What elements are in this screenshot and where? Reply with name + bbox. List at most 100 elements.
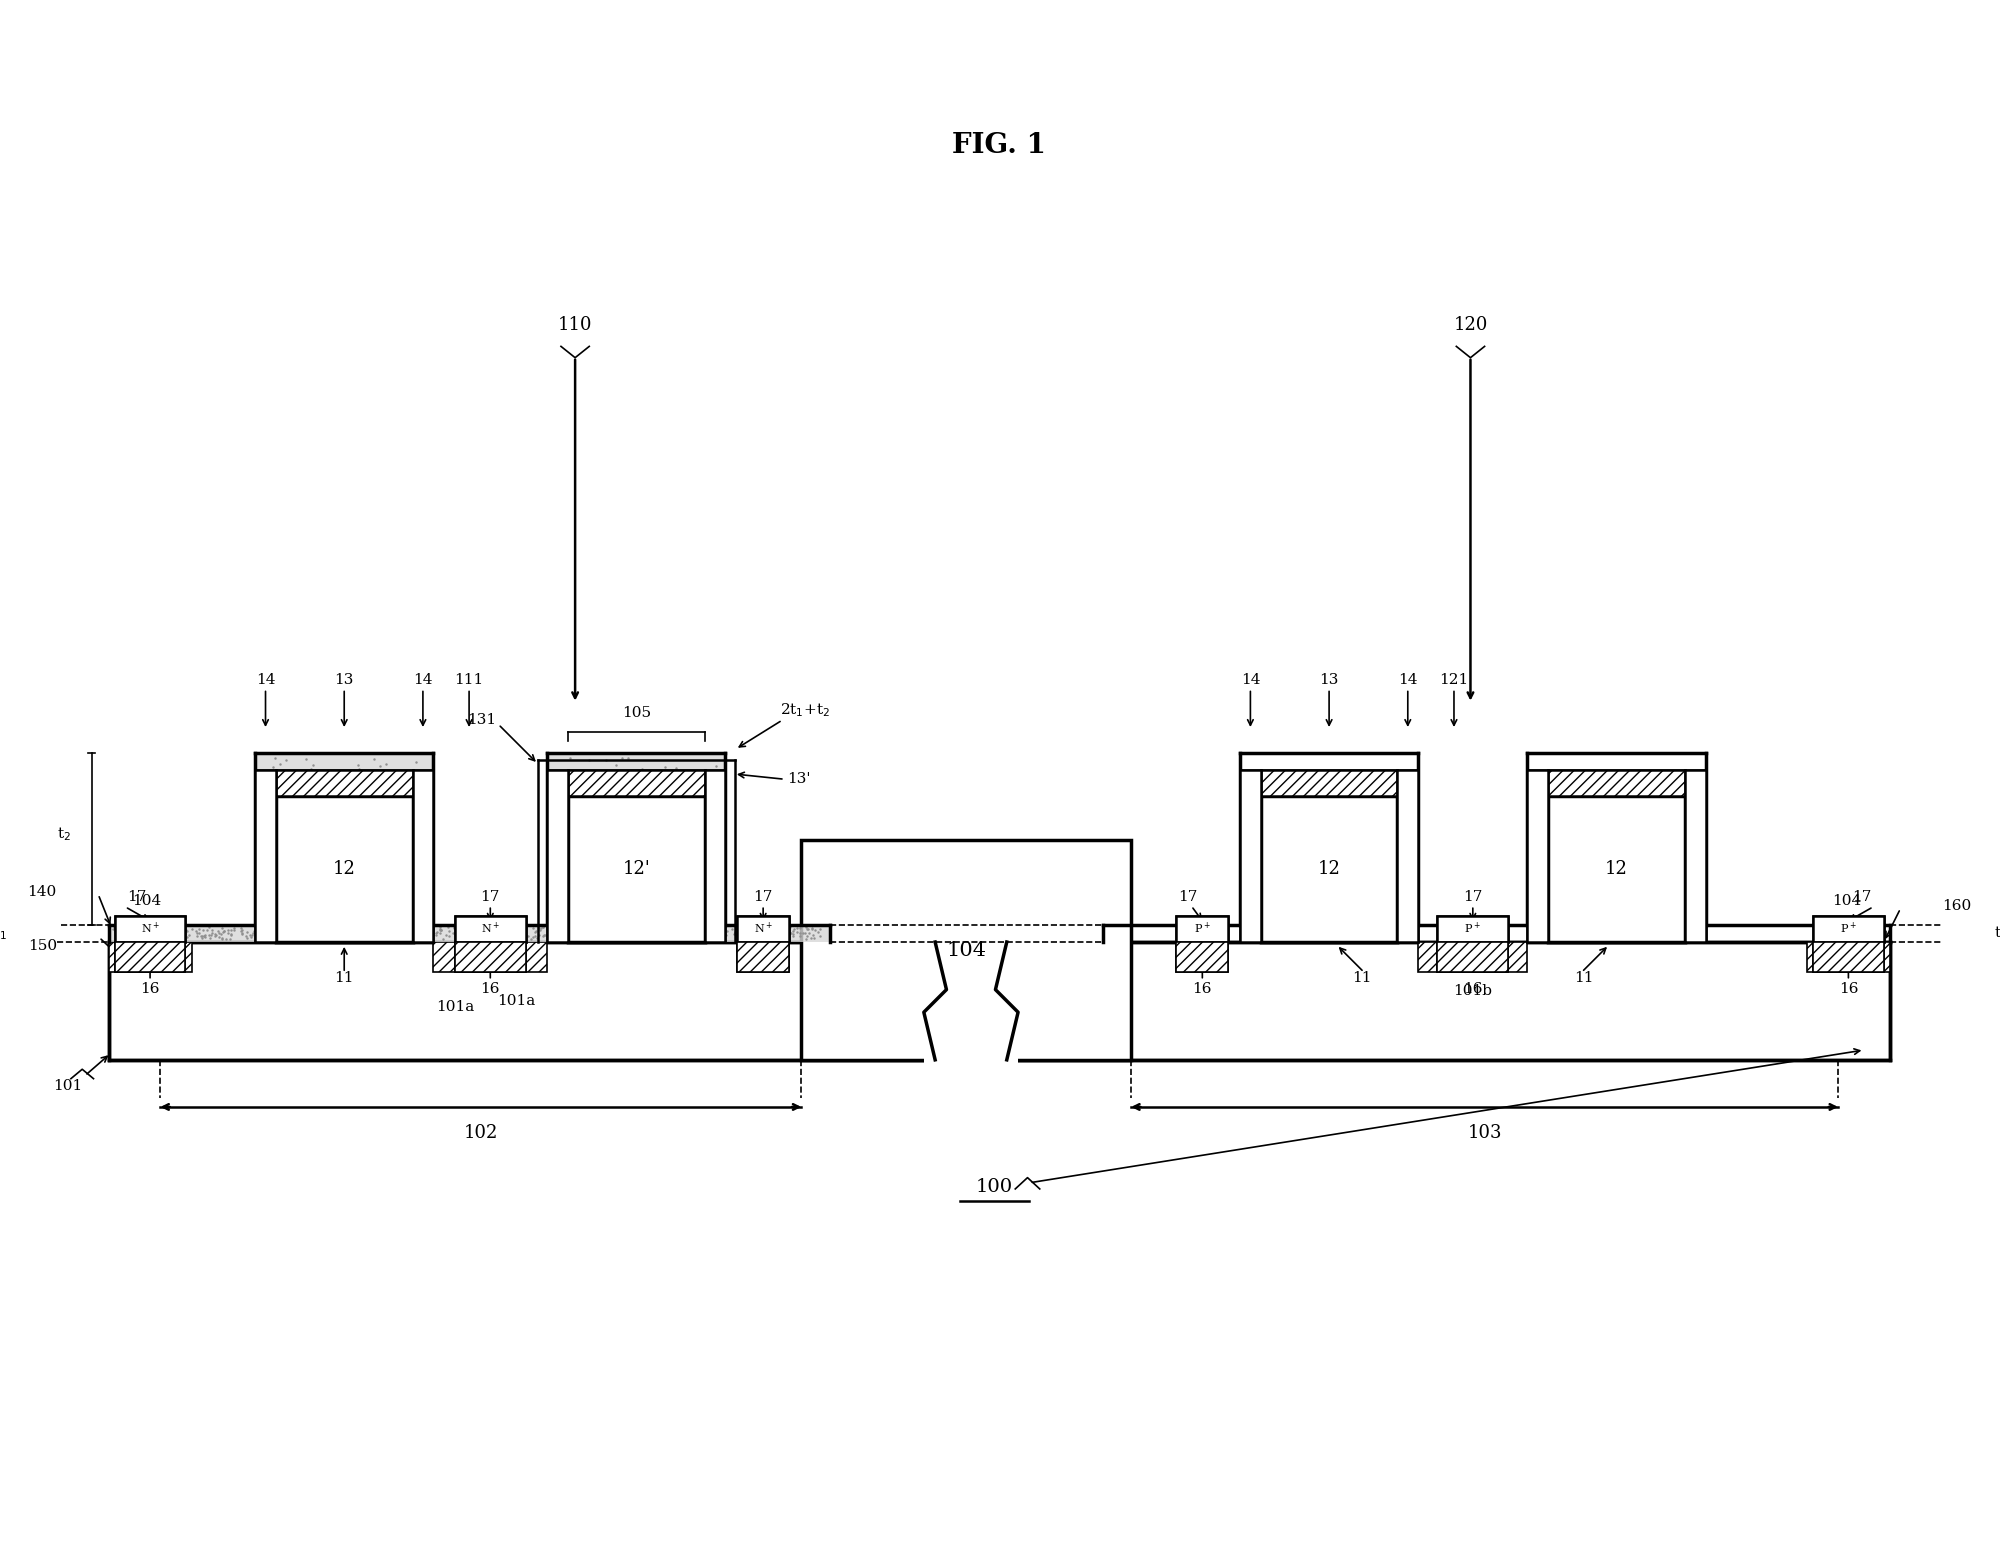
Bar [1814, 942, 1884, 972]
Text: t$_2$: t$_2$ [56, 825, 70, 842]
Text: 16: 16 [480, 982, 500, 996]
Bar [114, 942, 186, 972]
Text: N$^+$: N$^+$ [140, 922, 160, 936]
Bar [704, 769, 726, 942]
Bar [1240, 769, 1260, 942]
Bar [434, 942, 548, 972]
Bar [738, 942, 790, 972]
Text: P$^+$: P$^+$ [1840, 922, 1856, 936]
Bar [738, 942, 790, 972]
Text: 17: 17 [1852, 889, 1872, 903]
Text: 111: 111 [454, 673, 484, 687]
Bar [1438, 942, 1508, 972]
Text: 17: 17 [1178, 889, 1198, 903]
Bar [1018, 942, 1890, 1060]
Text: N$^+$: N$^+$ [754, 922, 772, 936]
Bar [276, 769, 412, 796]
Text: 101: 101 [52, 1079, 82, 1093]
Text: t$_1$: t$_1$ [1994, 925, 2000, 942]
Text: 16: 16 [1192, 982, 1212, 996]
Text: 160: 160 [1942, 900, 1970, 914]
Text: 12: 12 [1318, 859, 1340, 878]
Bar [1176, 942, 1228, 972]
Bar [1176, 916, 1228, 942]
Bar [114, 942, 186, 972]
Text: 17: 17 [128, 889, 146, 903]
Text: 12: 12 [332, 859, 356, 878]
Text: 104: 104 [1832, 894, 1862, 908]
Text: 104: 104 [132, 894, 162, 908]
Text: 103: 103 [1468, 1124, 1502, 1143]
Text: P$^+$: P$^+$ [1464, 922, 1482, 936]
Text: 11: 11 [334, 972, 354, 986]
Bar [738, 916, 790, 942]
Text: N$^+$: N$^+$ [480, 922, 500, 936]
Bar [568, 796, 704, 942]
Bar [726, 925, 830, 942]
Bar [1260, 769, 1398, 796]
Bar [1528, 769, 1548, 942]
Text: 104: 104 [946, 940, 986, 959]
Text: 12: 12 [332, 859, 356, 878]
Bar [1398, 769, 1418, 942]
Text: 13': 13' [786, 772, 810, 786]
Text: 16: 16 [1838, 982, 1858, 996]
Text: 16: 16 [1464, 982, 1482, 996]
Text: 17: 17 [754, 889, 772, 903]
Bar [454, 916, 526, 942]
Text: FIG. 1: FIG. 1 [952, 132, 1046, 159]
Bar [548, 769, 568, 942]
Text: 131: 131 [466, 713, 496, 727]
Bar [108, 942, 924, 1060]
Text: 102: 102 [464, 1124, 498, 1143]
Text: 2t$_1$+t$_2$: 2t$_1$+t$_2$ [780, 701, 830, 719]
Bar [114, 916, 186, 942]
Bar [276, 769, 412, 796]
Bar [568, 769, 704, 796]
Bar [548, 769, 568, 942]
Text: N$^+$: N$^+$ [140, 922, 160, 936]
Text: 100: 100 [976, 1179, 1014, 1196]
Bar [454, 942, 526, 972]
Bar [1814, 916, 1884, 942]
Bar [1418, 942, 1528, 972]
Text: N$^+$: N$^+$ [754, 922, 772, 936]
Bar [1260, 796, 1398, 942]
Bar [1684, 769, 1706, 942]
Bar [1548, 769, 1684, 796]
Text: 14: 14 [1240, 673, 1260, 687]
Text: 12: 12 [1606, 859, 1628, 878]
Text: P$^+$: P$^+$ [1464, 922, 1482, 936]
Text: 13: 13 [1320, 673, 1338, 687]
Bar [548, 752, 726, 942]
Text: 11: 11 [1352, 972, 1372, 986]
Text: 14: 14 [256, 673, 276, 687]
Bar [1684, 769, 1706, 942]
Text: 16: 16 [140, 982, 160, 996]
Bar [454, 916, 526, 942]
Bar [256, 769, 276, 942]
Bar [108, 942, 192, 972]
Bar [108, 925, 306, 942]
Bar [738, 916, 790, 942]
Text: 11: 11 [1574, 972, 1594, 986]
Text: 110: 110 [558, 316, 592, 333]
Bar [802, 841, 1132, 1060]
Text: 101a: 101a [498, 993, 536, 1007]
Text: 12: 12 [1318, 859, 1340, 878]
Text: 120: 120 [1454, 316, 1488, 333]
Bar [256, 752, 434, 942]
Text: 121: 121 [1440, 673, 1468, 687]
Text: 140: 140 [28, 884, 56, 898]
Bar [1438, 942, 1508, 972]
Text: 150: 150 [28, 939, 56, 953]
Text: N$^+$: N$^+$ [480, 922, 500, 936]
Text: t$_1$: t$_1$ [0, 925, 6, 942]
Text: 105: 105 [622, 705, 650, 719]
Bar [1398, 769, 1418, 942]
Bar [1260, 769, 1398, 796]
Text: P$^+$: P$^+$ [1194, 922, 1210, 936]
Bar [1176, 916, 1228, 942]
Bar [1814, 942, 1884, 972]
Bar [276, 796, 412, 942]
